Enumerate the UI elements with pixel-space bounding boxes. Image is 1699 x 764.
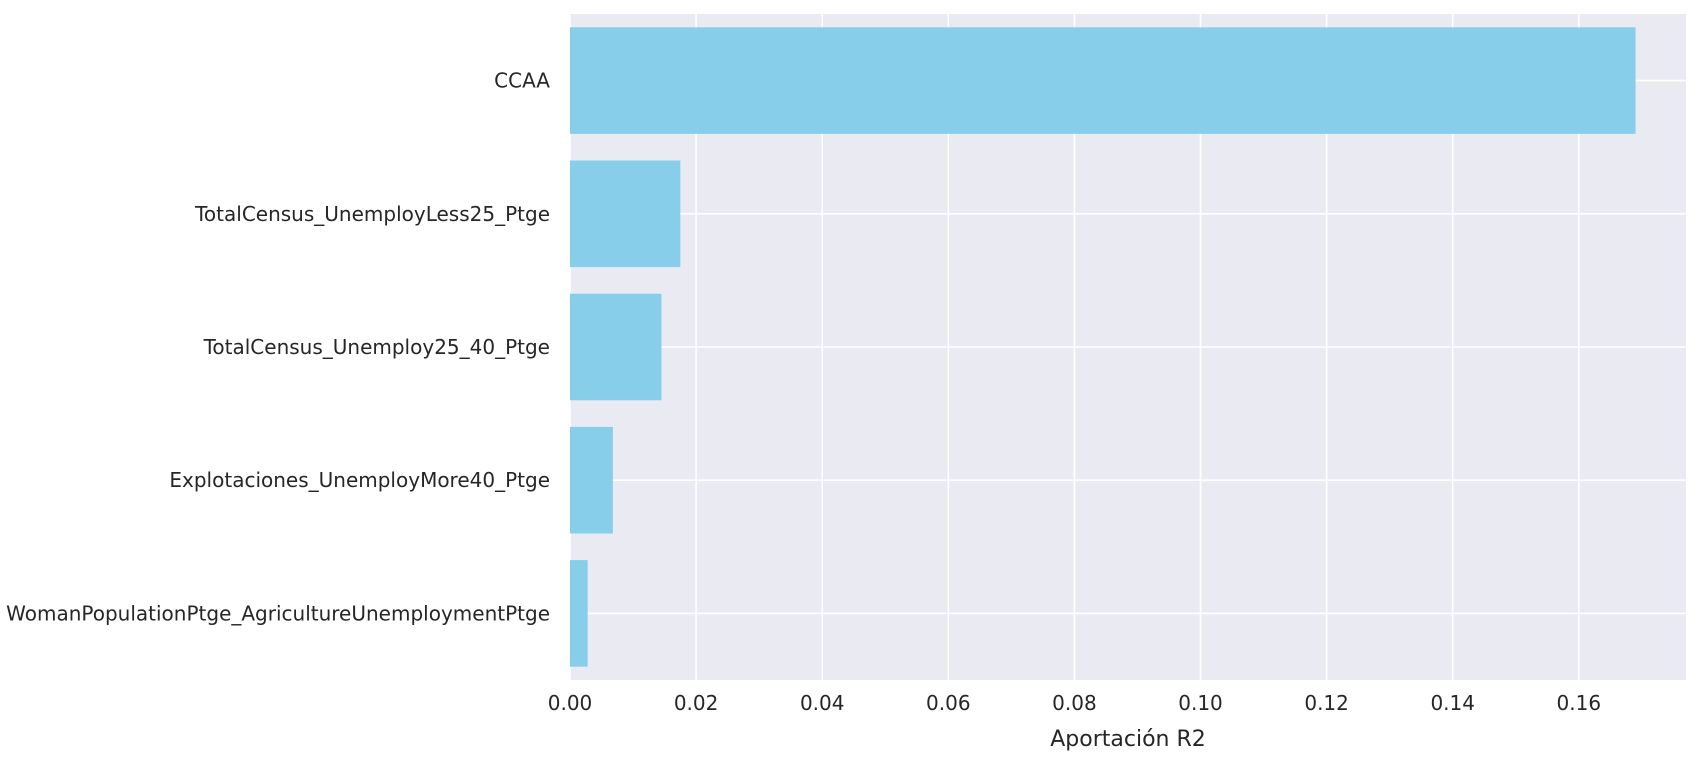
bar bbox=[570, 560, 588, 667]
y-tick-label: TotalCensus_UnemployLess25_Ptge bbox=[194, 202, 550, 226]
bar bbox=[570, 426, 613, 534]
x-tick-label: 0.08 bbox=[1052, 691, 1097, 715]
x-axis-label: Aportación R2 bbox=[1050, 727, 1206, 752]
x-tick-label: 0.00 bbox=[548, 691, 593, 715]
y-tick-label: CCAA bbox=[494, 69, 550, 93]
x-tick-labels: 0.00 0.02 0.04 0.06 0.08 0.10 0.12 0.14 0.16 bbox=[548, 691, 1601, 715]
x-tick-label: 0.10 bbox=[1178, 691, 1223, 715]
x-tick-label: 0.12 bbox=[1304, 691, 1349, 715]
x-tick-label: 0.16 bbox=[1557, 691, 1602, 715]
x-tick-label: 0.06 bbox=[926, 691, 971, 715]
bar bbox=[570, 27, 1636, 134]
bars bbox=[570, 27, 1636, 667]
y-tick-label: TotalCensus_Unemploy25_40_Ptge bbox=[203, 335, 550, 359]
bar bbox=[570, 293, 662, 401]
y-tick-labels: CCAA TotalCensus_UnemployLess25_Ptge Total… bbox=[6, 69, 550, 626]
x-tick-label: 0.14 bbox=[1430, 691, 1475, 715]
bar bbox=[570, 160, 681, 268]
y-tick-label: Explotaciones_UnemployMore40_Ptge bbox=[169, 468, 550, 492]
x-tick-label: 0.02 bbox=[674, 691, 719, 715]
x-tick-label: 0.04 bbox=[800, 691, 845, 715]
y-tick-label: WomanPopulationPtge_AgricultureUnemploym… bbox=[6, 601, 550, 625]
